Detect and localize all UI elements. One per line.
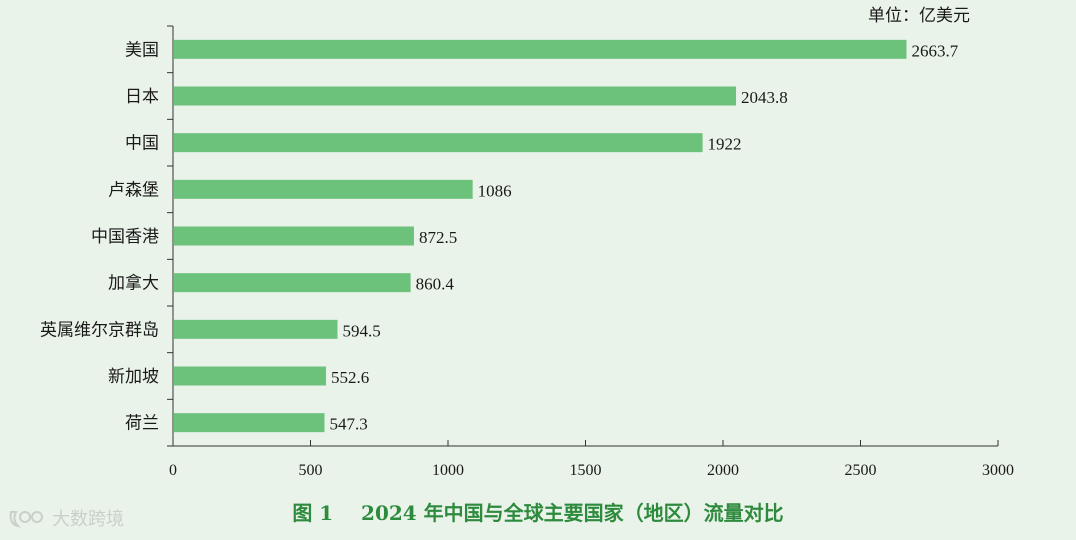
data-label: 1922 <box>708 135 742 154</box>
bar <box>174 86 737 106</box>
x-axis-ticks: 0 500 1000 1500 2000 2500 3000 <box>169 440 1014 479</box>
data-label: 2663.7 <box>912 41 959 60</box>
x-tick-label: 3000 <box>982 462 1014 479</box>
bar <box>174 366 326 386</box>
x-tick-label: 1000 <box>432 462 464 479</box>
data-label: 547.3 <box>330 415 368 434</box>
bar <box>174 133 703 153</box>
watermark: 大数跨境 <box>8 505 124 531</box>
x-tick-label: 0 <box>169 462 177 479</box>
category-label: 英属维尔京群岛 <box>40 320 159 340</box>
data-label: 552.6 <box>331 368 369 387</box>
bar <box>174 413 325 433</box>
data-label: 872.5 <box>419 228 457 247</box>
bar <box>174 226 414 246</box>
bar <box>174 179 473 199</box>
data-label: 1086 <box>478 181 512 200</box>
category-label: 中国香港 <box>91 227 159 247</box>
category-label: 美国 <box>125 40 159 60</box>
x-tick-label: 2000 <box>707 462 739 479</box>
data-label: 860.4 <box>416 275 455 294</box>
data-label: 594.5 <box>342 321 380 340</box>
unit-label: 单位：亿美元 <box>868 6 970 26</box>
bar <box>174 39 907 59</box>
x-tick-label: 1500 <box>570 462 602 479</box>
category-label: 日本 <box>125 87 159 107</box>
bars-group <box>174 39 907 433</box>
x-tick-label: 2500 <box>845 462 877 479</box>
watermark-text: 大数跨境 <box>52 509 124 530</box>
data-label: 2043.8 <box>741 88 788 107</box>
category-label: 中国 <box>125 134 159 154</box>
category-label: 加拿大 <box>108 273 159 294</box>
chart-title: 图 1 2024 年中国与全球主要国家（地区）流量对比 <box>292 501 784 525</box>
y-axis-ticks <box>167 25 173 447</box>
value-labels: 2663.7 2043.8 1922 1086 872.5 860.4 594.5 552.6… <box>330 41 959 433</box>
x-tick-label: 500 <box>299 462 323 479</box>
category-label: 荷兰 <box>125 414 159 434</box>
category-label: 卢森堡 <box>108 180 159 200</box>
bar <box>174 319 338 339</box>
category-label: 新加坡 <box>108 367 159 387</box>
watermark-logo-icon <box>9 511 43 528</box>
bar <box>174 273 411 293</box>
